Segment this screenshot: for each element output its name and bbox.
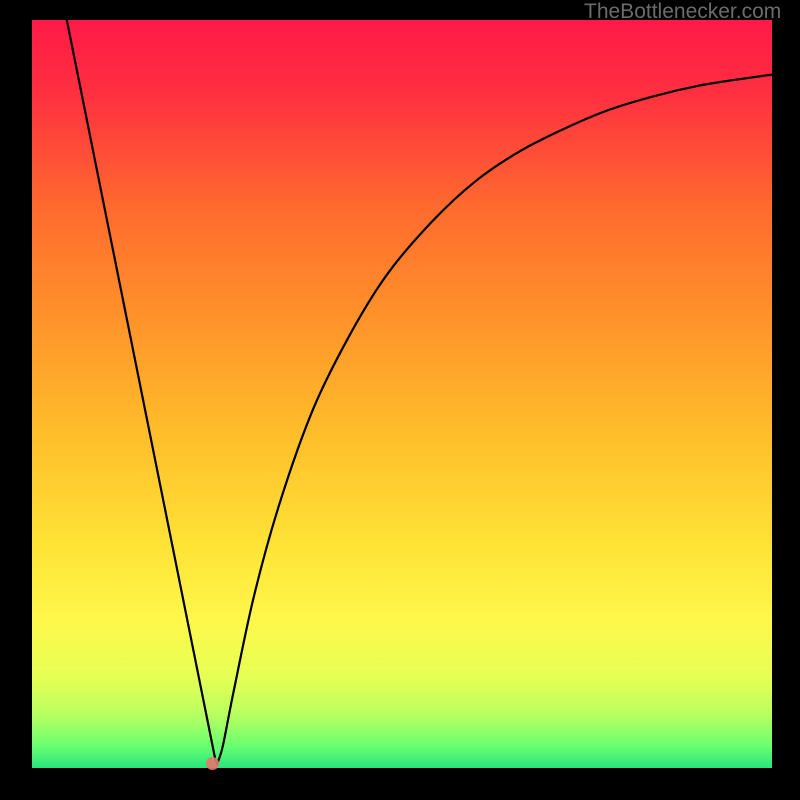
chart-stage: TheBottlenecker.com: [0, 0, 800, 800]
optimal-point-marker: [206, 757, 219, 770]
bottleneck-curve: [0, 0, 800, 800]
watermark-label: TheBottlenecker.com: [584, 0, 781, 24]
